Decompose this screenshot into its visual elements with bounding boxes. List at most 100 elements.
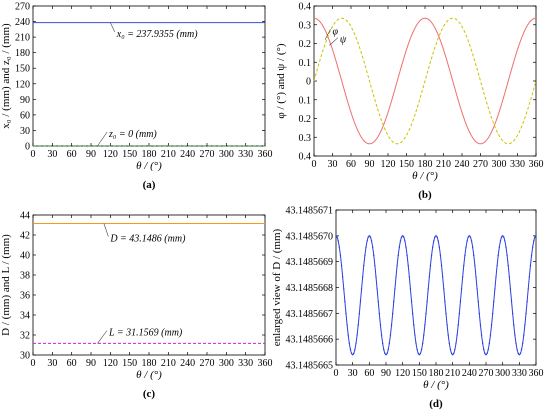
series-point [438, 246, 441, 248]
y-tick-label: 34 [20, 311, 30, 322]
series-point [490, 324, 493, 326]
series-point [339, 254, 342, 257]
series-point [451, 353, 454, 356]
x-tick-label: 90 [86, 149, 96, 160]
series-point [383, 348, 385, 351]
series-point [367, 236, 369, 238]
y-tick-label: 0.2 [299, 114, 312, 125]
annotation-text: z₀ = 0 (mm) [108, 129, 157, 140]
y-tick-label: 36 [20, 291, 30, 302]
series-point [530, 254, 533, 257]
annotation-leader [103, 223, 109, 237]
y-tick-label: 0.3 [299, 133, 312, 144]
series-point [398, 246, 401, 248]
series-point [437, 240, 439, 242]
series-point [450, 352, 453, 355]
series-point [371, 246, 374, 248]
series-point [359, 300, 362, 303]
series-point [520, 348, 523, 351]
y-tick-label: 43.1485669 [286, 257, 334, 268]
plot-frame [335, 209, 537, 366]
series-point [418, 353, 421, 356]
series-point [441, 276, 444, 278]
series-point [396, 264, 398, 267]
series-point [464, 254, 466, 257]
series-point [428, 276, 431, 278]
y-axis-label: D / (mm) and L / (mm) [0, 234, 12, 336]
series-point [426, 300, 428, 303]
y-tick-label: 0 [25, 142, 30, 153]
series-point [356, 334, 358, 336]
y-axis-label: x₀ / (mm) and z₀ / (mm) [0, 23, 12, 129]
x-tick-label: 330 [512, 368, 527, 379]
series-point [364, 254, 366, 257]
series-point [336, 236, 338, 238]
series-point [419, 352, 422, 355]
series-point [505, 246, 507, 248]
x-tick-label: 120 [103, 358, 118, 369]
y-tick-label: 180 [15, 48, 30, 59]
annotation-text: L = 31.1569 (mm) [108, 328, 183, 339]
y-tick-label: 0.2 [299, 39, 312, 50]
series-point [447, 334, 449, 336]
series-point [387, 348, 389, 351]
series-point [455, 342, 457, 345]
panel-a: 0 30 60 90 120 150 180 210 240 270 300 330 360 0 30 60 9… [0, 2, 273, 192]
series-point [534, 236, 536, 238]
series-point [463, 264, 465, 267]
series-point [494, 288, 496, 290]
series-point [434, 236, 436, 238]
x-tick-label: 210 [436, 159, 451, 170]
series-1-line [335, 235, 537, 356]
series-point [368, 235, 371, 237]
x-tick-label: 360 [258, 358, 273, 369]
series-point [358, 312, 361, 315]
annotation-text: ψ [340, 35, 347, 46]
y-tick-label: 120 [15, 79, 30, 90]
series-point [381, 342, 384, 345]
series-point [425, 312, 427, 315]
y-tick-label: 60 [20, 110, 30, 121]
x-tick-label: 360 [258, 149, 273, 160]
series-point [517, 352, 519, 355]
series-point [525, 312, 527, 315]
series-point [421, 342, 424, 345]
series-point [471, 246, 474, 248]
series-point [415, 342, 417, 345]
series-point [445, 312, 447, 315]
y-tick-label: 0.4 [299, 152, 312, 163]
plot-frame [32, 5, 266, 147]
x-tick-label: 150 [399, 159, 414, 170]
y-tick-label: 30 [20, 351, 30, 362]
series-point [503, 236, 505, 238]
x-tick-label: 150 [412, 368, 427, 379]
series-point [461, 276, 464, 278]
series-point [449, 348, 452, 351]
series-point [369, 236, 372, 238]
series-point [403, 236, 405, 238]
annotation-text: D = 43.1486 (mm) [109, 234, 186, 245]
series-point [508, 276, 511, 278]
series-point [350, 352, 353, 355]
annotation-leader [97, 131, 108, 147]
x-tick-label: 210 [445, 368, 460, 379]
y-tick-label: 32 [20, 331, 30, 342]
series-point [528, 276, 531, 278]
x-tick-label: 90 [86, 358, 96, 369]
series-point [407, 264, 409, 267]
series-point [519, 352, 522, 355]
series-point [411, 312, 414, 315]
x-tick-label: 0 [312, 159, 317, 170]
series-point [473, 254, 475, 257]
series-point [341, 276, 344, 278]
series-point [349, 348, 352, 351]
x-tick-label: 120 [381, 159, 396, 170]
series-point [509, 288, 512, 290]
x-tick-label: 330 [238, 149, 253, 160]
series-point [475, 276, 477, 278]
series-point [506, 254, 508, 257]
series-point [487, 348, 489, 351]
annotation-leader [110, 22, 116, 33]
y-tick-label: 43.1485666 [286, 335, 334, 346]
